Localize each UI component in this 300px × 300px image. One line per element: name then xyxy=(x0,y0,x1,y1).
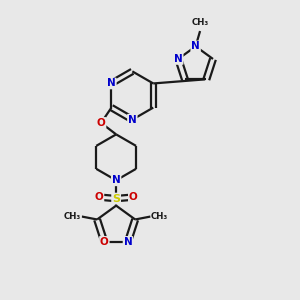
Text: S: S xyxy=(112,194,120,204)
Text: N: N xyxy=(112,175,121,185)
Text: O: O xyxy=(129,192,138,202)
Text: N: N xyxy=(174,54,183,64)
Text: CH₃: CH₃ xyxy=(64,212,81,221)
Text: O: O xyxy=(100,237,109,247)
Text: N: N xyxy=(124,237,132,247)
Text: N: N xyxy=(191,41,200,51)
Text: CH₃: CH₃ xyxy=(151,212,168,221)
Text: O: O xyxy=(97,118,106,128)
Text: N: N xyxy=(107,79,116,88)
Text: CH₃: CH₃ xyxy=(191,18,209,27)
Text: O: O xyxy=(95,192,103,202)
Text: N: N xyxy=(128,115,137,125)
